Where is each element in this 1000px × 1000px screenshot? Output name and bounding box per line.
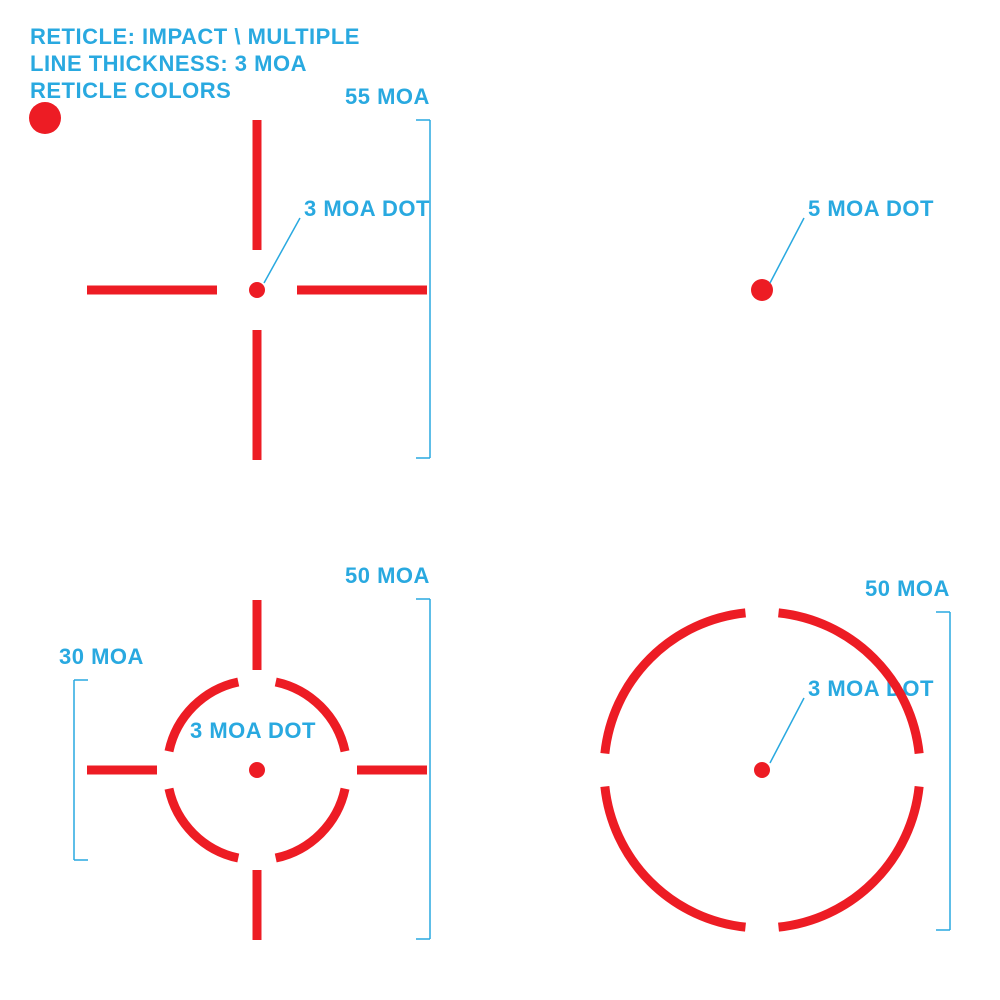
- reticle-diagram-page: RETICLE: IMPACT \ MULTIPLE LINE THICKNES…: [0, 0, 1000, 1000]
- reticle-svg: [0, 0, 1000, 1000]
